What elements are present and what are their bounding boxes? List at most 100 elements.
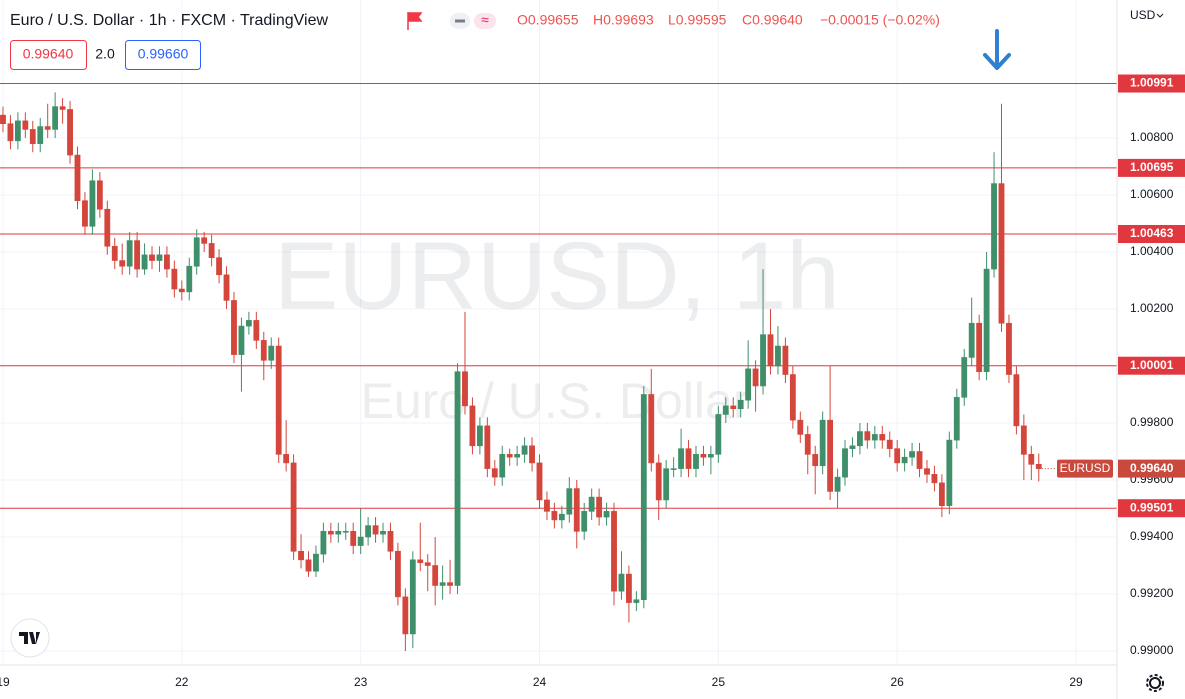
candle-body [432, 565, 439, 586]
sell-price: 0.99640 [23, 46, 74, 62]
candle-body [469, 405, 476, 447]
watermark: EURUSD, 1h [274, 222, 840, 329]
ohlc-high: H0.99693 [593, 12, 654, 28]
candle-body [260, 340, 267, 361]
candle-body [104, 208, 111, 247]
candle-body [484, 425, 491, 469]
candle-body [536, 462, 543, 501]
candle-body [961, 357, 968, 398]
candle-body [290, 462, 297, 552]
candle-body [544, 499, 550, 512]
flag-icon[interactable] [407, 12, 423, 30]
candle-body [767, 334, 774, 367]
candle-body [737, 399, 744, 410]
symbol-tag-label: EURUSD [1060, 461, 1111, 475]
x-tick-label: 25 [712, 675, 726, 689]
candle-body [655, 462, 662, 501]
candle-body [894, 448, 901, 464]
candle-body [603, 511, 610, 518]
logo-badge[interactable] [10, 618, 50, 658]
ohlc-close: C0.99640 [742, 12, 803, 28]
settings-icon[interactable] [1149, 677, 1161, 689]
buy-button[interactable] [125, 40, 201, 70]
candle-body [1020, 425, 1027, 455]
x-tick-label: 23 [354, 675, 368, 689]
candle-body [506, 454, 513, 458]
y-tick-label: 1.00600 [1130, 187, 1174, 201]
y-tick-label: 0.99800 [1130, 415, 1174, 429]
x-tick-label: 26 [890, 675, 904, 689]
candle-body [126, 240, 133, 267]
candle-body [52, 106, 59, 130]
candle-body [447, 582, 453, 586]
candle-body [775, 345, 781, 367]
candle-body [953, 397, 960, 441]
levels [0, 83, 1117, 509]
last-price-tag [1118, 459, 1185, 478]
candle-body [976, 322, 983, 372]
candle-body [119, 260, 126, 267]
candle-body [335, 531, 342, 535]
candle-body [409, 559, 416, 635]
candle-body [253, 320, 260, 341]
candle-body [901, 456, 908, 464]
candle-body [1028, 454, 1035, 465]
candle-body [82, 200, 88, 227]
last-price-label: 0.99640 [1130, 461, 1174, 475]
currency[interactable]: USD [1130, 8, 1156, 22]
candle-body [1013, 374, 1020, 427]
candle-body [968, 322, 975, 358]
candle-body [67, 109, 73, 156]
sell-button[interactable] [10, 40, 87, 70]
candle-body [387, 531, 394, 552]
level-label: 1.00463 [1130, 226, 1174, 240]
down-arrow [983, 29, 1011, 70]
y-tick-label: 0.99400 [1130, 529, 1174, 543]
candle-body [730, 405, 737, 410]
candle-body [678, 448, 684, 469]
candle-body [588, 496, 595, 512]
candle-body [1006, 322, 1012, 375]
candle-body [789, 374, 796, 421]
ohlc-open: O0.99655 [517, 12, 579, 28]
candle-body [1035, 464, 1042, 469]
level-tag [1118, 74, 1185, 93]
candle-body [417, 559, 424, 563]
candle-body [842, 448, 848, 478]
candle-body [186, 265, 193, 293]
candle-body [946, 439, 953, 506]
currency-caret [1156, 13, 1164, 18]
candle-body [7, 123, 14, 142]
candle-body [14, 120, 21, 142]
candle-body [812, 454, 819, 467]
candle-body [245, 320, 252, 327]
ohlc-change: −0.00015 (−0.02%) [820, 12, 940, 28]
candle-body [752, 368, 759, 387]
candle-body [529, 445, 535, 464]
y-tick-label: 0.99000 [1130, 643, 1174, 657]
candle-body [648, 394, 655, 464]
candle-body [707, 454, 714, 458]
x-tick-label: 19 [0, 675, 10, 689]
candle-body [551, 511, 558, 521]
candle-body [849, 445, 856, 449]
candle-body [193, 237, 200, 267]
candle-body [871, 434, 878, 441]
candle-body [357, 536, 364, 546]
candle-body [305, 559, 312, 572]
buy-price: 0.99660 [138, 46, 189, 62]
candle-body [462, 371, 468, 407]
candle-body [313, 553, 319, 572]
level-tag [1118, 499, 1185, 518]
candle-body [350, 531, 357, 546]
candle-body [640, 394, 647, 601]
level-tag [1118, 356, 1185, 375]
compare-toggle[interactable] [474, 13, 496, 29]
y-tick-label: 0.99200 [1130, 586, 1174, 600]
symbol-title[interactable]: Euro / U.S. Dollar · 1h · FXCM · Trading… [10, 12, 328, 29]
candle-body [938, 482, 945, 506]
candle-body [916, 451, 923, 469]
level-tag [1118, 225, 1185, 244]
candle-body [611, 511, 617, 592]
grid [0, 0, 1117, 665]
